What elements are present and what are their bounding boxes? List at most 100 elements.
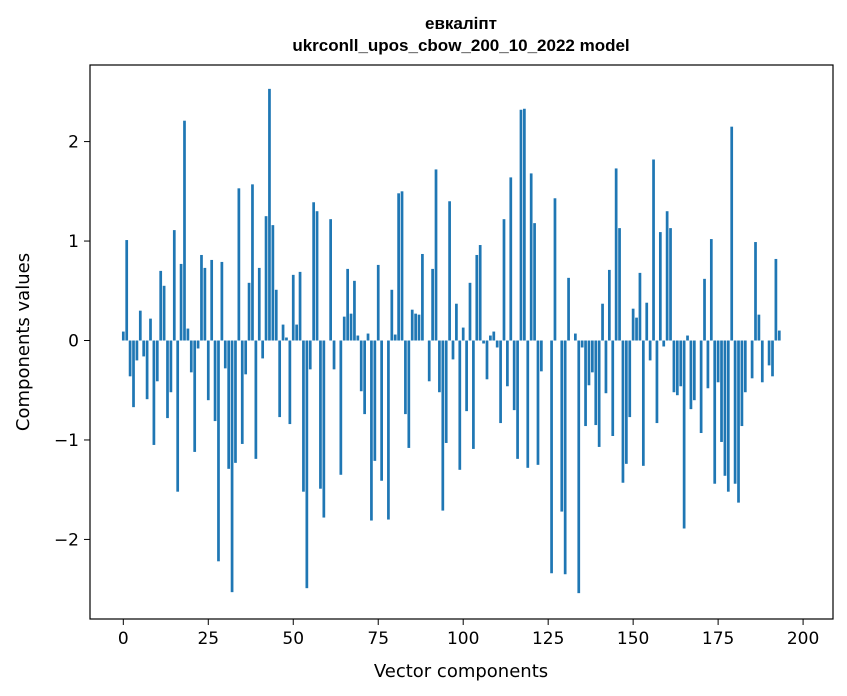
- bar: [737, 340, 740, 503]
- bar: [580, 340, 584, 348]
- bar: [574, 333, 577, 341]
- bar: [142, 340, 146, 357]
- y-tick-label: −2: [54, 530, 79, 550]
- bar: [155, 340, 159, 382]
- bar: [339, 340, 343, 475]
- bar: [716, 340, 720, 383]
- y-tick-label: 1: [68, 232, 79, 252]
- bar: [621, 340, 625, 483]
- bar: [628, 340, 632, 418]
- bar: [709, 239, 713, 341]
- x-tick-label: 0: [118, 629, 129, 649]
- bar: [288, 340, 292, 425]
- bar: [268, 88, 271, 341]
- bar: [421, 253, 424, 341]
- bar: [128, 340, 132, 377]
- bar: [240, 340, 244, 444]
- chart-title: евкаліпт: [425, 14, 497, 33]
- bar: [679, 340, 683, 387]
- bar: [550, 340, 553, 574]
- bar: [176, 340, 180, 492]
- bar: [516, 340, 519, 459]
- bar: [624, 340, 628, 464]
- bar: [257, 267, 261, 341]
- bar: [149, 318, 152, 341]
- x-tick-label: 150: [617, 629, 649, 649]
- bar: [767, 340, 771, 366]
- bar: [740, 340, 744, 427]
- bar: [223, 340, 227, 369]
- bar: [308, 340, 312, 370]
- bar: [407, 340, 411, 448]
- bar: [506, 340, 509, 387]
- bar: [349, 313, 353, 341]
- bar: [441, 340, 445, 511]
- bar: [427, 340, 431, 382]
- bar: [285, 337, 288, 341]
- bar: [373, 340, 377, 461]
- bar: [145, 340, 149, 400]
- bar: [563, 340, 567, 575]
- bar: [444, 340, 448, 443]
- bar: [193, 340, 197, 452]
- bar: [271, 225, 275, 341]
- bar: [359, 340, 363, 392]
- bar: [237, 188, 241, 341]
- bar: [495, 340, 499, 348]
- bar: [332, 340, 336, 370]
- bar: [169, 340, 173, 393]
- bar: [251, 184, 254, 341]
- y-tick-label: 2: [68, 133, 79, 153]
- bar: [206, 340, 210, 401]
- bar: [455, 303, 458, 341]
- bar: [635, 317, 638, 341]
- bar: [519, 109, 523, 341]
- bar: [611, 340, 615, 436]
- bar: [254, 340, 258, 459]
- bar: [319, 340, 322, 489]
- x-tick-label: 100: [447, 629, 479, 649]
- bar: [658, 232, 662, 341]
- bar: [138, 310, 142, 341]
- bar: [485, 340, 489, 380]
- bar: [342, 316, 346, 341]
- bar: [274, 289, 278, 341]
- bar: [281, 324, 285, 341]
- bar: [376, 264, 380, 341]
- bar: [312, 202, 316, 341]
- bar: [448, 201, 451, 341]
- bar: [220, 261, 224, 341]
- bar: [618, 228, 621, 341]
- bar: [172, 230, 176, 341]
- bar: [261, 340, 265, 359]
- bar: [638, 272, 642, 341]
- bar: [509, 177, 513, 341]
- bar: [183, 120, 186, 341]
- bar: [655, 340, 659, 424]
- bar: [179, 263, 183, 341]
- bar: [390, 289, 394, 341]
- bar: [162, 285, 166, 341]
- bar: [743, 340, 747, 393]
- bar: [329, 219, 332, 341]
- bar: [631, 308, 635, 341]
- bar: [512, 340, 516, 411]
- bar: [404, 340, 407, 415]
- y-tick-label: 0: [68, 332, 79, 352]
- bar: [665, 211, 669, 341]
- bar: [244, 340, 248, 375]
- bar: [771, 340, 774, 377]
- bar: [601, 303, 604, 341]
- bar: [264, 216, 268, 341]
- bar: [706, 340, 710, 389]
- bar: [692, 340, 696, 401]
- bars-group: [121, 88, 781, 594]
- bar: [489, 335, 492, 341]
- bar: [305, 340, 309, 589]
- bar: [196, 340, 200, 349]
- x-tick-label: 50: [282, 629, 304, 649]
- bar: [760, 340, 764, 383]
- bar: [417, 314, 421, 341]
- bar: [370, 340, 373, 521]
- bar: [121, 331, 125, 341]
